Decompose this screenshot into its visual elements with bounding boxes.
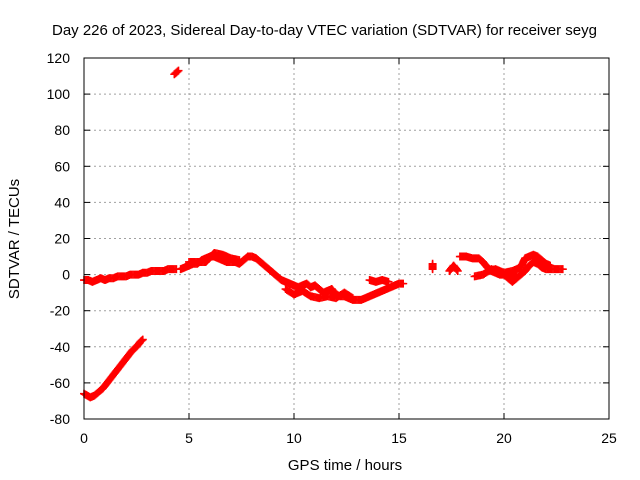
x-tick-label: 15 xyxy=(391,430,407,446)
y-tick-label: -80 xyxy=(50,411,70,427)
y-tick-label: 60 xyxy=(54,158,70,174)
y-tick-label: -60 xyxy=(50,375,70,391)
data-point xyxy=(384,277,393,286)
x-tick-label: 0 xyxy=(80,430,88,446)
x-tick-label: 5 xyxy=(185,430,193,446)
y-tick-label: 120 xyxy=(47,50,71,66)
data-point xyxy=(173,67,182,76)
x-tick-label: 20 xyxy=(496,430,512,446)
y-tick-label: 100 xyxy=(47,86,71,102)
data-points xyxy=(80,66,567,402)
data-point xyxy=(235,256,244,265)
grid xyxy=(83,57,610,420)
y-tick-label: 20 xyxy=(54,231,70,247)
y-tick-label: 0 xyxy=(62,267,70,283)
x-axis-label: GPS time / hours xyxy=(288,457,402,474)
data-point xyxy=(137,336,146,345)
data-point xyxy=(546,261,555,270)
data-point xyxy=(558,265,567,274)
data-point xyxy=(348,294,357,303)
axes: 0 5 10 15 20 25 -80 -60 -40 -20 0 20 40 60 80 100 120 xyxy=(47,50,617,446)
data-point xyxy=(452,265,461,274)
x-tick-label: 25 xyxy=(601,430,617,446)
y-tick-label: 80 xyxy=(54,122,70,138)
data-point xyxy=(512,270,521,279)
data-point xyxy=(453,266,462,275)
y-tick-label: 40 xyxy=(54,194,70,210)
chart-title: Day 226 of 2023, Sidereal Day-to-day VTE… xyxy=(52,22,597,39)
data-point xyxy=(399,279,408,288)
y-tick-label: -20 xyxy=(50,303,70,319)
data-point xyxy=(174,66,183,75)
x-tick-label: 10 xyxy=(286,430,302,446)
data-point xyxy=(138,335,147,344)
plot-frame xyxy=(83,57,610,420)
y-axis-label: SDTVAR / TECUs xyxy=(6,179,23,299)
data-point xyxy=(428,265,437,274)
y-tick-label: -40 xyxy=(50,339,70,355)
